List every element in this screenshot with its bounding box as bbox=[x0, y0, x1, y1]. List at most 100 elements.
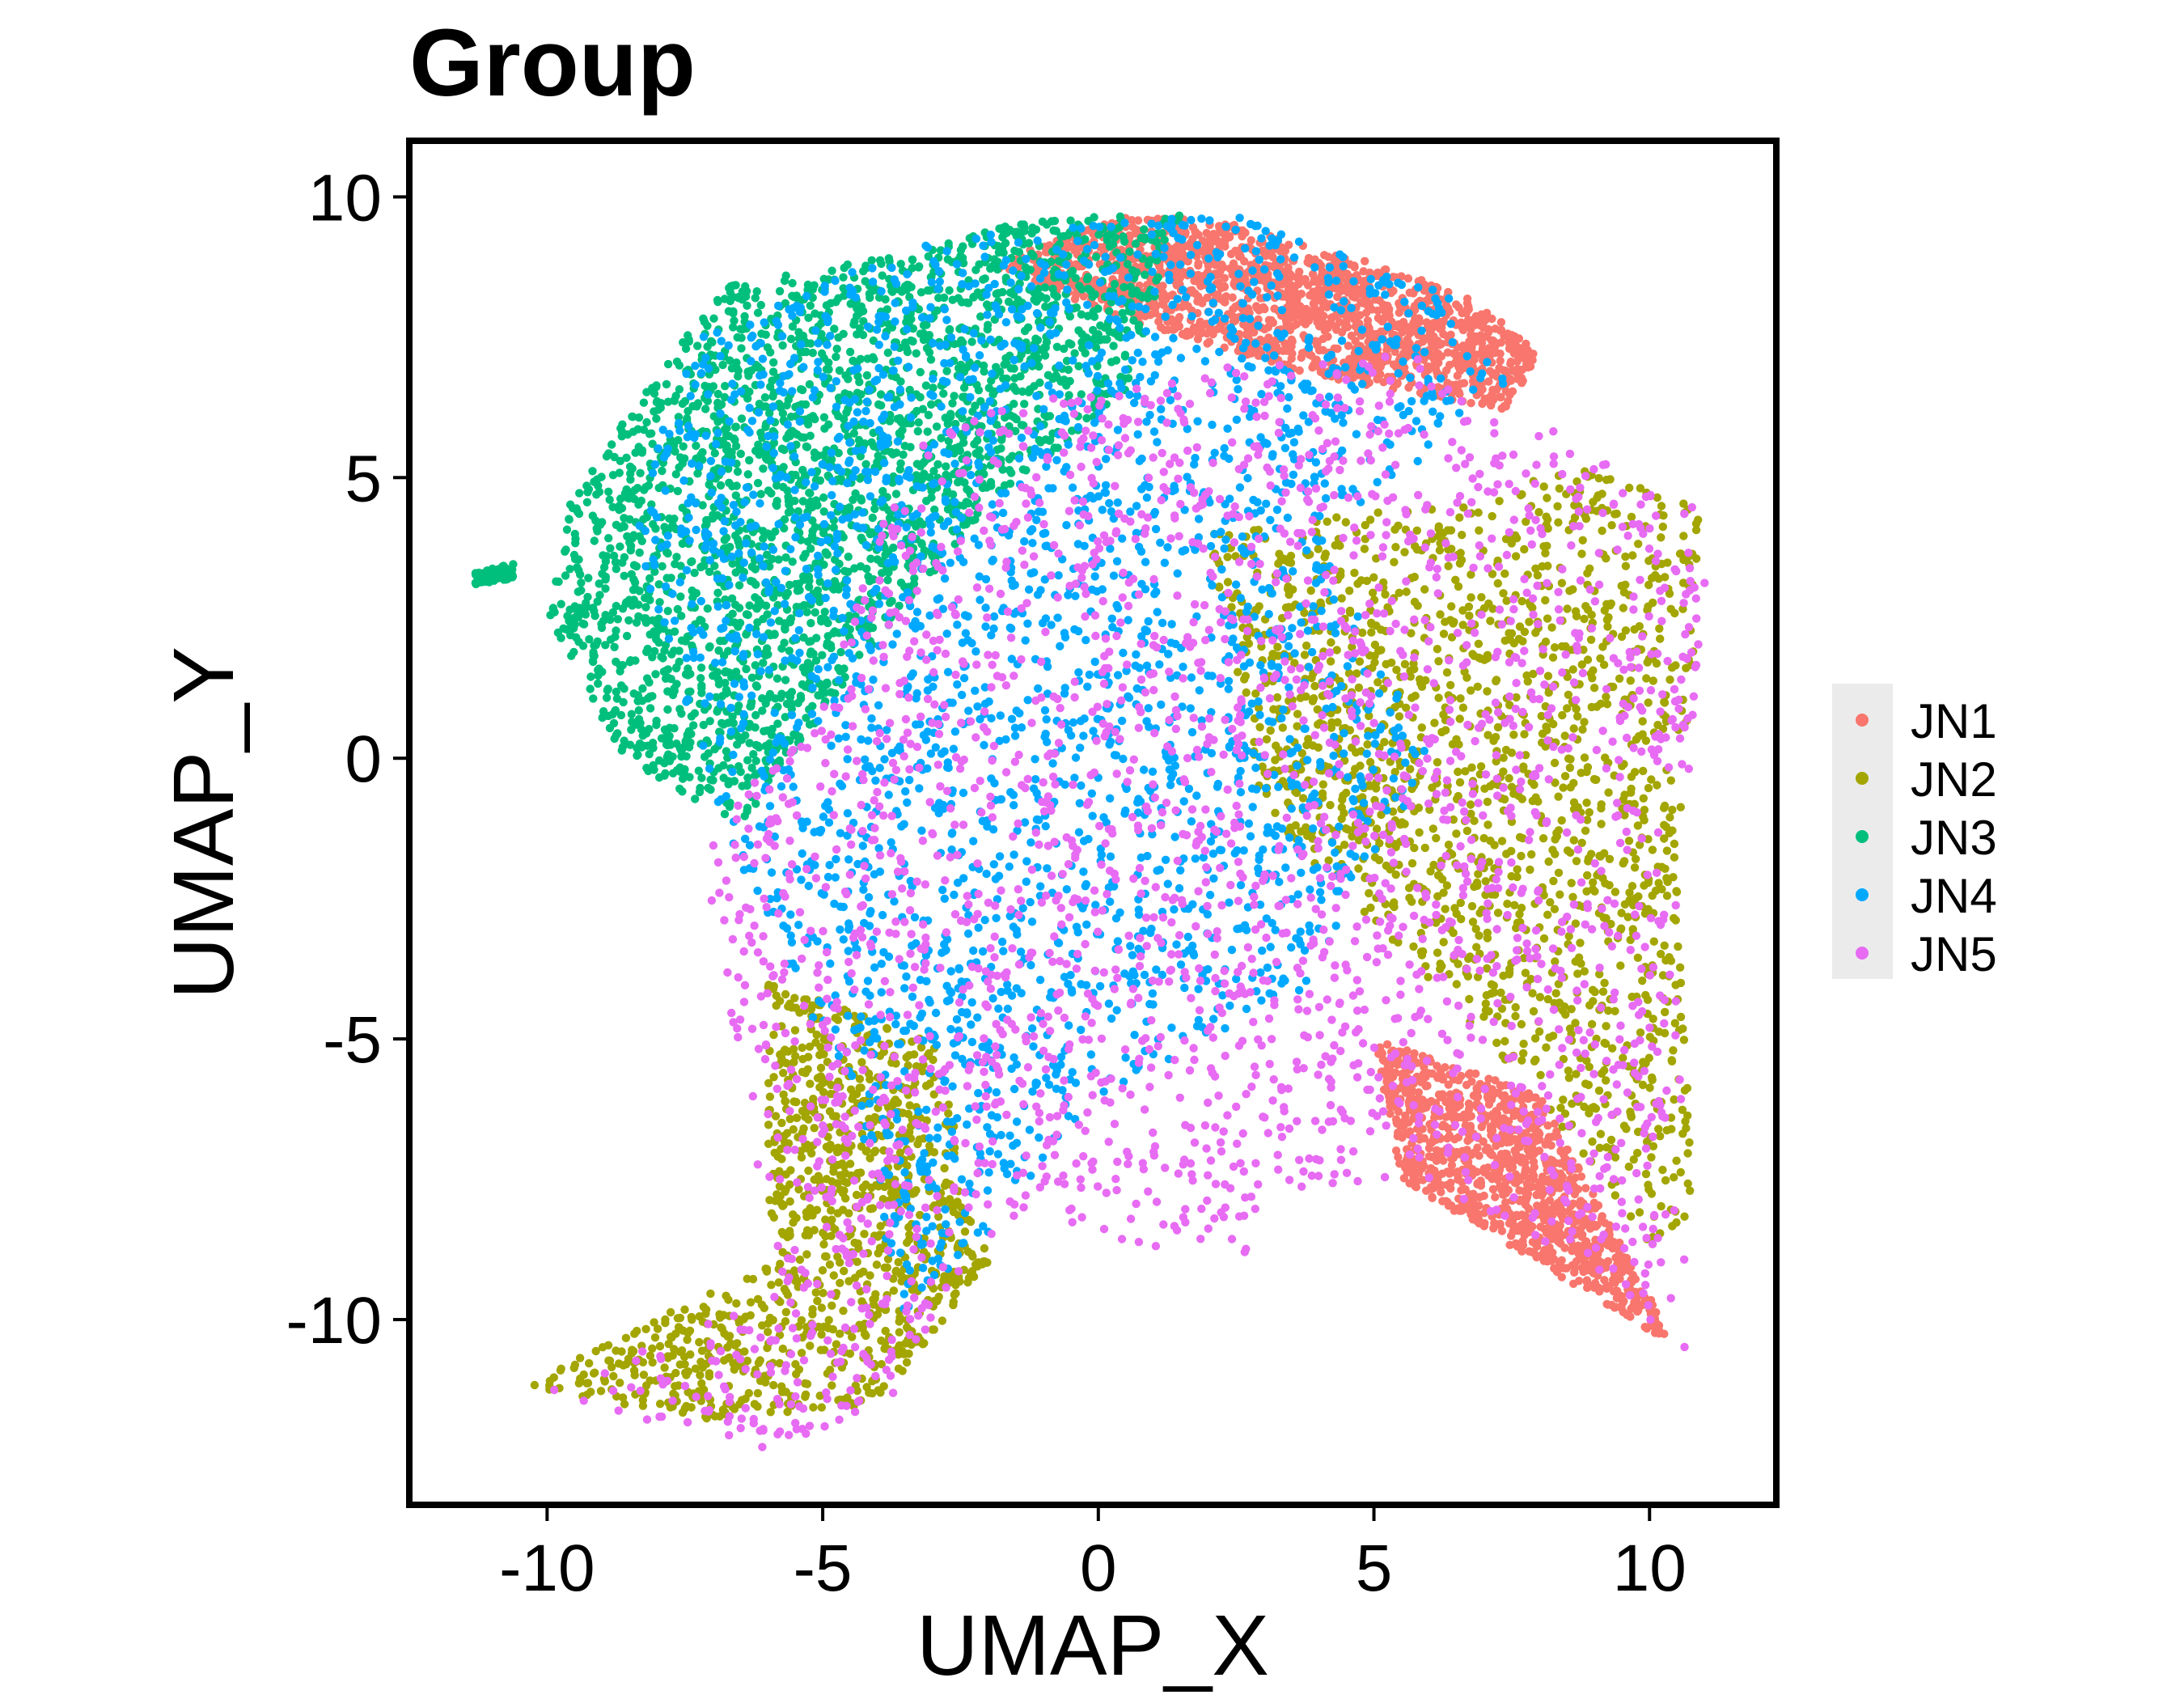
point bbox=[1392, 665, 1401, 675]
point bbox=[1403, 335, 1412, 344]
point bbox=[1455, 714, 1464, 723]
point bbox=[1607, 1300, 1616, 1310]
point bbox=[1451, 575, 1460, 584]
point bbox=[1426, 866, 1435, 876]
point bbox=[1612, 1286, 1621, 1295]
point bbox=[1424, 972, 1433, 981]
point bbox=[1496, 338, 1505, 347]
point bbox=[889, 1286, 899, 1295]
point bbox=[1573, 969, 1582, 978]
point bbox=[1531, 564, 1540, 573]
point bbox=[1519, 1172, 1528, 1180]
point bbox=[1639, 766, 1648, 776]
point bbox=[793, 1113, 802, 1123]
point bbox=[1444, 841, 1454, 850]
point bbox=[1443, 379, 1452, 388]
point bbox=[1452, 300, 1461, 309]
point bbox=[1345, 587, 1354, 595]
point bbox=[1433, 383, 1443, 392]
point bbox=[779, 1069, 788, 1078]
point bbox=[844, 1277, 853, 1286]
point bbox=[1470, 816, 1479, 825]
point bbox=[1415, 828, 1424, 837]
point bbox=[1619, 859, 1627, 868]
point bbox=[1683, 1149, 1692, 1158]
point bbox=[1585, 807, 1594, 817]
point bbox=[1462, 826, 1472, 836]
point bbox=[1622, 1125, 1631, 1133]
point bbox=[1484, 820, 1492, 829]
point bbox=[1520, 627, 1530, 637]
point bbox=[1333, 344, 1342, 354]
point bbox=[1433, 948, 1442, 957]
point bbox=[1255, 722, 1264, 731]
point bbox=[1654, 879, 1663, 888]
point bbox=[1131, 229, 1141, 238]
point bbox=[1394, 521, 1403, 530]
point bbox=[1394, 1128, 1403, 1138]
point bbox=[1602, 1076, 1610, 1085]
point bbox=[1602, 1022, 1610, 1031]
point bbox=[1327, 638, 1335, 647]
point bbox=[1517, 596, 1526, 606]
point bbox=[1378, 1055, 1387, 1064]
point bbox=[777, 1227, 786, 1237]
point bbox=[1445, 307, 1454, 316]
point bbox=[1596, 1129, 1606, 1138]
point bbox=[1208, 329, 1217, 339]
point bbox=[780, 1285, 789, 1294]
point bbox=[1452, 829, 1461, 838]
point bbox=[836, 1278, 844, 1288]
point bbox=[1407, 693, 1416, 702]
point bbox=[1529, 350, 1538, 358]
point bbox=[1536, 1070, 1545, 1080]
point bbox=[1625, 483, 1634, 493]
point bbox=[1475, 526, 1484, 535]
point bbox=[574, 1379, 583, 1388]
point bbox=[1481, 877, 1490, 886]
point bbox=[1321, 549, 1331, 558]
point bbox=[1602, 700, 1612, 709]
point bbox=[1410, 597, 1420, 607]
point bbox=[866, 1271, 874, 1280]
point bbox=[1483, 934, 1492, 943]
point bbox=[1658, 522, 1667, 532]
point bbox=[1465, 611, 1474, 621]
point bbox=[1594, 1201, 1603, 1210]
point bbox=[1302, 641, 1311, 650]
point bbox=[1259, 276, 1268, 285]
point bbox=[1416, 679, 1425, 688]
point bbox=[816, 1063, 826, 1073]
point bbox=[1293, 311, 1302, 320]
point bbox=[1471, 1214, 1479, 1224]
point bbox=[1505, 337, 1513, 346]
point bbox=[1545, 1196, 1555, 1205]
point bbox=[1373, 313, 1383, 323]
point bbox=[627, 1349, 637, 1358]
point bbox=[1350, 263, 1359, 272]
point bbox=[840, 1266, 849, 1276]
point bbox=[1307, 351, 1316, 360]
point bbox=[1581, 1079, 1590, 1088]
point bbox=[1513, 1242, 1522, 1252]
point bbox=[1608, 1044, 1617, 1053]
point bbox=[1527, 850, 1536, 859]
point bbox=[1345, 608, 1355, 617]
point bbox=[1529, 1006, 1539, 1016]
point bbox=[1555, 1227, 1564, 1236]
point bbox=[1668, 805, 1677, 815]
point bbox=[1565, 1024, 1575, 1033]
point bbox=[1444, 561, 1453, 570]
point bbox=[650, 1333, 660, 1342]
point bbox=[810, 1124, 819, 1133]
point bbox=[1497, 837, 1507, 845]
point bbox=[1610, 888, 1620, 896]
point bbox=[1550, 758, 1560, 768]
point bbox=[1517, 1056, 1526, 1065]
point bbox=[1404, 883, 1414, 892]
point bbox=[1374, 646, 1383, 655]
point bbox=[833, 1209, 843, 1218]
point bbox=[776, 1260, 785, 1269]
point bbox=[1160, 325, 1169, 335]
point bbox=[1493, 578, 1503, 588]
